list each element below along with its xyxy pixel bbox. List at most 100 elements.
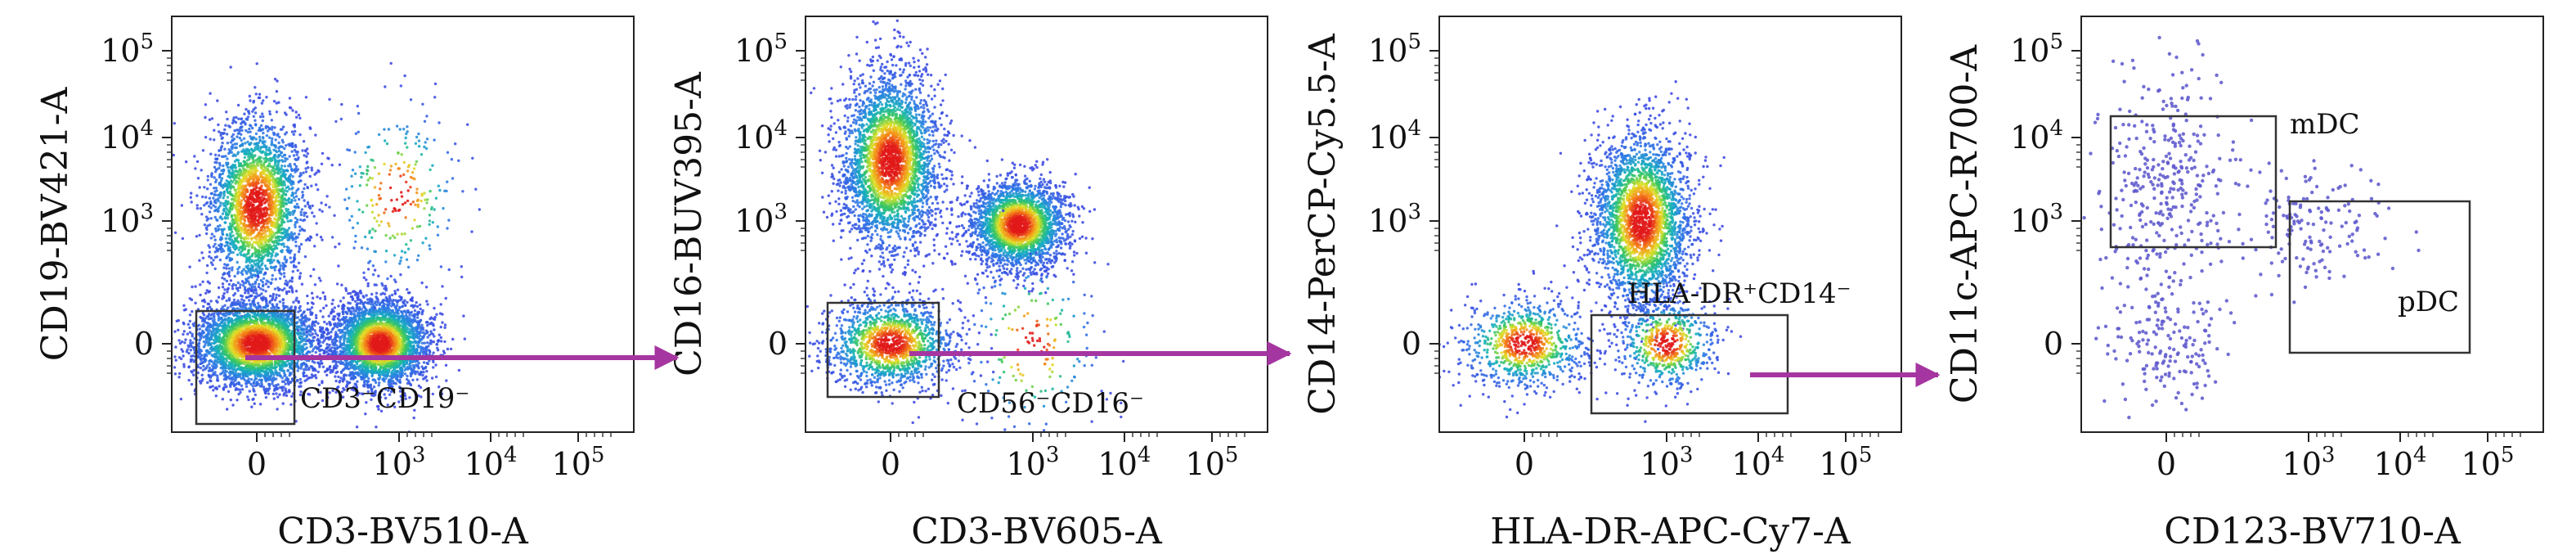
- event-point: [311, 211, 314, 214]
- event-point: [226, 157, 229, 160]
- event-point: [251, 385, 254, 388]
- event-point: [259, 228, 263, 232]
- event-point: [240, 229, 244, 232]
- event-point: [289, 165, 293, 168]
- event-point: [272, 173, 276, 176]
- event-point: [236, 240, 240, 243]
- event-point: [242, 187, 246, 191]
- event-point: [191, 341, 195, 345]
- event-point: [253, 402, 256, 405]
- event-point: [313, 361, 316, 364]
- event-point: [195, 206, 200, 210]
- event-point: [222, 209, 226, 212]
- event-point: [226, 142, 230, 145]
- event-point: [229, 242, 232, 246]
- event-point: [210, 117, 214, 120]
- event-point: [194, 167, 197, 170]
- event-point: [309, 127, 312, 130]
- event-point: [273, 268, 276, 272]
- event-point: [338, 163, 342, 166]
- event-point: [232, 313, 236, 317]
- event-point: [240, 226, 244, 229]
- event-point: [257, 195, 260, 198]
- event-point: [262, 288, 265, 291]
- event-point: [213, 235, 216, 238]
- event-point: [212, 259, 215, 262]
- event-point: [324, 203, 328, 206]
- event-point: [274, 159, 277, 162]
- event-point: [293, 232, 296, 236]
- event-point: [291, 213, 294, 216]
- event-point: [277, 101, 280, 104]
- event-point: [274, 138, 277, 142]
- event-point: [290, 394, 294, 398]
- event-point: [177, 328, 180, 331]
- event-point: [293, 163, 297, 166]
- event-point: [283, 275, 286, 278]
- event-point: [245, 295, 248, 299]
- event-point: [229, 304, 232, 308]
- event-point: [287, 238, 291, 241]
- event-point: [258, 187, 262, 191]
- event-point: [250, 276, 254, 279]
- event-point: [225, 133, 229, 136]
- event-point: [231, 403, 235, 407]
- event-point: [262, 232, 265, 235]
- event-point: [278, 135, 281, 138]
- event-point: [203, 186, 206, 189]
- event-point: [256, 307, 260, 310]
- event-point: [236, 270, 240, 273]
- event-point: [205, 271, 209, 275]
- event-point: [247, 220, 251, 223]
- event-point: [247, 149, 251, 153]
- event-point: [285, 190, 289, 193]
- event-point: [263, 214, 267, 218]
- event-point: [292, 260, 295, 264]
- event-point: [267, 285, 270, 289]
- event-point: [306, 186, 309, 190]
- event-point: [297, 113, 301, 117]
- event-point: [277, 178, 280, 181]
- event-point: [249, 165, 254, 168]
- event-point: [294, 221, 298, 224]
- event-point: [236, 203, 240, 206]
- event-point: [285, 246, 289, 249]
- event-point: [255, 278, 259, 282]
- event-point: [253, 199, 256, 202]
- event-point: [267, 152, 270, 156]
- event-point: [270, 211, 273, 214]
- event-point: [277, 230, 280, 233]
- event-point: [231, 230, 234, 234]
- event-point: [307, 166, 310, 169]
- event-point: [222, 192, 226, 196]
- event-point: [231, 234, 235, 237]
- event-point: [242, 167, 245, 170]
- event-point: [307, 332, 311, 336]
- event-point: [294, 199, 297, 202]
- event-point: [239, 283, 242, 286]
- event-point: [292, 133, 295, 136]
- event-point: [213, 176, 216, 179]
- event-point: [285, 210, 289, 213]
- event-point: [269, 151, 272, 155]
- event-point: [231, 121, 235, 124]
- event-point: [226, 408, 229, 411]
- event-point: [236, 219, 240, 223]
- event-point: [254, 209, 257, 212]
- event-point: [255, 62, 258, 65]
- event-point: [301, 191, 304, 194]
- event-point: [232, 137, 236, 141]
- event-point: [267, 165, 270, 168]
- event-point: [273, 239, 277, 243]
- event-point: [227, 180, 230, 183]
- event-point: [204, 196, 208, 199]
- event-point: [258, 135, 262, 139]
- event-point: [285, 283, 289, 287]
- event-point: [218, 183, 222, 186]
- event-point: [202, 336, 205, 339]
- event-point: [276, 246, 279, 250]
- event-point: [267, 175, 271, 179]
- event-point: [226, 117, 229, 121]
- event-point: [239, 125, 243, 129]
- event-point: [233, 164, 237, 167]
